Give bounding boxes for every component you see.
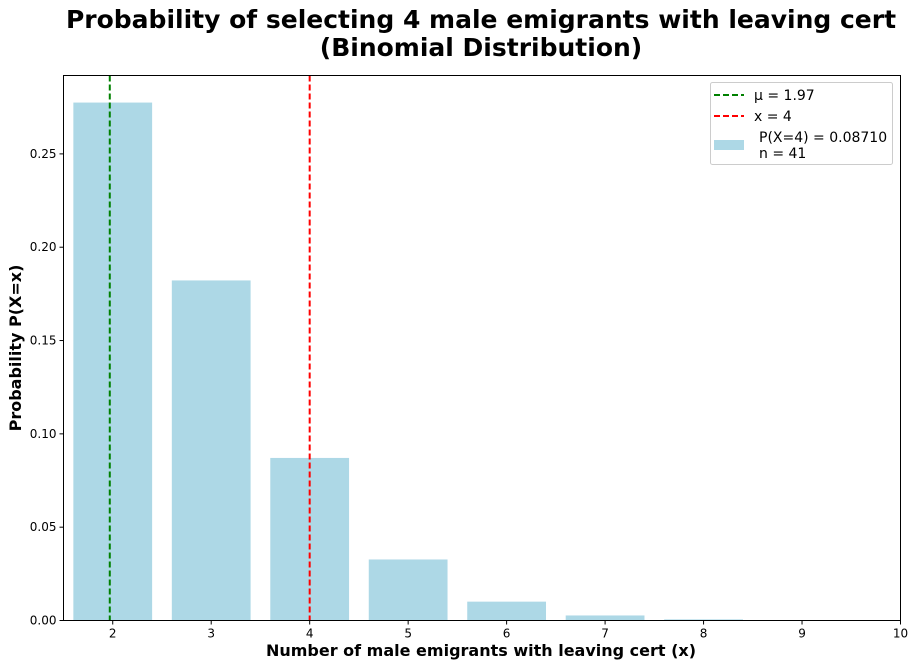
x-tick-label-2: 2 — [109, 627, 117, 641]
y-tick-label-0.10: 0.10 — [30, 427, 57, 441]
bars — [73, 102, 842, 621]
x-tick-label-4: 4 — [306, 627, 314, 641]
y-tick-label-0.20: 0.20 — [30, 240, 57, 254]
x-axis-label: Number of male emigrants with leaving ce… — [266, 641, 696, 660]
x-tick-label-6: 6 — [503, 627, 511, 641]
legend-box — [710, 82, 893, 165]
x-tick-label-9: 9 — [798, 627, 806, 641]
x-tick-label-5: 5 — [404, 627, 412, 641]
legend-mean-label: μ = 1.97 — [754, 88, 815, 104]
y-axis-ticks: 0.00 0.05 0.10 0.15 0.20 0.25 — [30, 147, 64, 628]
x-tick-label-3: 3 — [207, 627, 215, 641]
x-tick-label-8: 8 — [700, 627, 708, 641]
y-tick-label-0.25: 0.25 — [30, 147, 57, 161]
x-tick-label-10: 10 — [893, 627, 908, 641]
y-tick-label-0.05: 0.05 — [30, 520, 57, 534]
x-tick-label-7: 7 — [601, 627, 609, 641]
bar-x-2 — [73, 102, 153, 621]
legend: μ = 1.97 x = 4 P(X=4) = 0.08710 n = 41 — [710, 82, 893, 165]
legend-bar-label-line1: P(X=4) = 0.08710 — [759, 130, 887, 146]
bar-x-6 — [467, 601, 547, 621]
chart-subtitle: (Binomial Distribution) — [320, 33, 642, 62]
reference-lines — [108, 75, 311, 621]
chart-title: Probability of selecting 4 male emigrant… — [66, 5, 896, 34]
bar-x-5 — [368, 559, 448, 621]
bar-x-3 — [171, 280, 251, 621]
bar-x-8 — [664, 619, 743, 621]
legend-x-label: x = 4 — [754, 109, 792, 125]
bar-x-7 — [565, 615, 645, 621]
x-axis-ticks: 2 3 4 5 6 7 8 9 10 — [109, 620, 908, 641]
plot-frame — [63, 75, 901, 621]
legend-bar-swatch — [714, 140, 744, 150]
y-axis-label: Probability P(X=x) — [6, 265, 25, 432]
legend-bar-label-line2: n = 41 — [759, 146, 806, 162]
y-tick-label-0.15: 0.15 — [30, 334, 57, 348]
y-tick-label-0.00: 0.00 — [30, 614, 57, 628]
